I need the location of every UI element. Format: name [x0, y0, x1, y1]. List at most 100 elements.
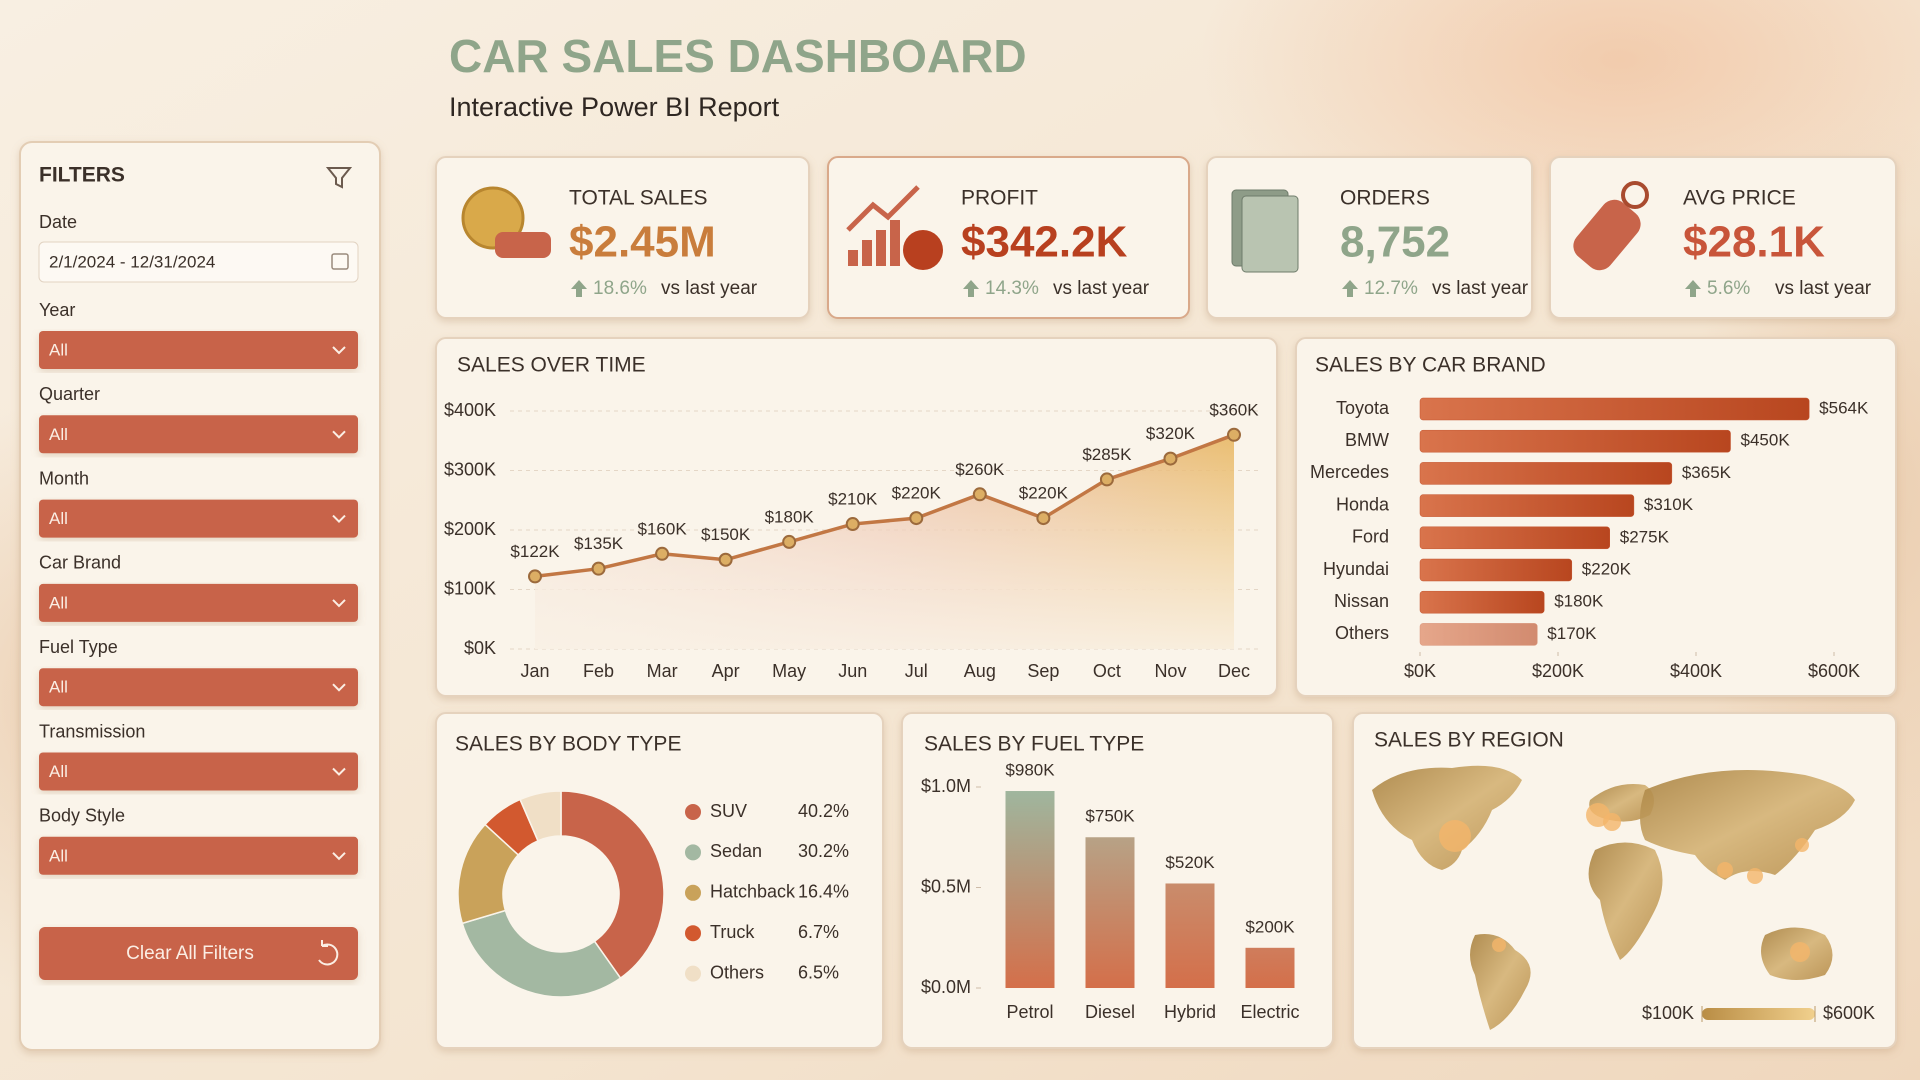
x-tick-label: Feb: [583, 661, 614, 681]
chart-area: SALES OVER TIME $0K $100K $200K $300K $400K Ja…: [435, 337, 1897, 1049]
x-tick-label: Diesel: [1085, 1002, 1135, 1022]
kpi-title: TOTAL SALES: [569, 187, 708, 210]
legend-swatch: [685, 925, 701, 942]
kpi-icon: [890, 220, 900, 266]
point: [528, 569, 542, 584]
category-label: Honda: [1336, 494, 1390, 514]
data-label: $180K: [1554, 592, 1604, 611]
kpi-value: $342.2K: [961, 218, 1128, 267]
data-label: $520K: [1165, 853, 1215, 872]
x-tick-label: Jan: [520, 661, 549, 681]
x-tick-label: Mar: [647, 661, 678, 681]
category-label: Toyota: [1336, 398, 1390, 418]
kpi-icon: [862, 240, 872, 266]
point: [782, 534, 797, 549]
dropdown[interactable]: [39, 836, 358, 875]
x-tick-label: $400K: [1670, 661, 1722, 681]
dropdown-value: All: [49, 846, 68, 865]
kpi-value: $2.45M: [569, 218, 716, 267]
filter-label: Date: [39, 212, 77, 232]
point: [972, 487, 987, 502]
kpi-icon: [1241, 195, 1299, 273]
data-label: 40.2%: [798, 801, 849, 821]
chevron: [332, 346, 346, 355]
x-tick-label: Sep: [1027, 661, 1059, 681]
hotspot: [1747, 868, 1763, 884]
hotspot: [1603, 813, 1621, 831]
point: [1227, 427, 1241, 442]
legend-label: Truck: [710, 922, 755, 942]
chevron: [332, 683, 346, 692]
clear-filters-button[interactable]: [39, 927, 358, 980]
bar: [1419, 462, 1673, 485]
legend-label: Sedan: [710, 841, 762, 861]
dropdown[interactable]: [39, 668, 358, 707]
category-label: BMW: [1345, 430, 1389, 450]
chart-title: SALES BY BODY TYPE: [455, 733, 681, 756]
data-label: $200K: [1245, 917, 1295, 936]
kpi-card: [827, 156, 1190, 319]
dropdown[interactable]: [39, 415, 358, 454]
dropdown-value: All: [49, 678, 68, 697]
kpi-note: vs last year: [1053, 278, 1150, 299]
kpi-value: $28.1K: [1683, 218, 1825, 267]
data-label: 6.5%: [798, 962, 839, 982]
kpi-icon: [846, 185, 920, 232]
kpi-icon: [876, 230, 886, 266]
dropdown-value: All: [49, 762, 68, 781]
x-tick-label: Nov: [1154, 661, 1186, 681]
world-map: [1372, 765, 1855, 1030]
kpi-note: vs last year: [1432, 278, 1529, 299]
legend-swatch: [685, 884, 701, 901]
x-tick-label: $0K: [1404, 661, 1436, 681]
data-label: $564K: [1819, 398, 1869, 417]
point: [1036, 511, 1051, 526]
filter-panel: FILTERS Date 2/1/2024 - 12/31/2024 Year A…: [19, 141, 381, 1051]
kpi-icon: [903, 230, 943, 270]
kpi-icon: [1573, 199, 1641, 271]
date-input[interactable]: [38, 241, 359, 283]
hotspot: [1439, 820, 1471, 852]
kpi-change: 5.6%: [1707, 278, 1750, 299]
point: [718, 552, 733, 567]
page-subtitle: Interactive Power BI Report: [449, 92, 780, 122]
donut-slice: [560, 790, 665, 980]
data-label: $750K: [1085, 807, 1135, 826]
colorbar-label: $600K: [1823, 1003, 1875, 1023]
bar: [1005, 791, 1055, 988]
bar: [1165, 883, 1215, 988]
donut-slice: [519, 790, 562, 842]
point: [1099, 472, 1114, 487]
data-label: $320K: [1146, 424, 1196, 443]
up-arrow: [963, 280, 979, 297]
legend-swatch: [685, 965, 701, 982]
kpi-row: TOTAL SALES $2.45M 18.6% vs last year PROFIT…: [435, 156, 1897, 319]
chevron: [332, 430, 346, 439]
continent: [1640, 770, 1855, 880]
x-tick-label: Hybrid: [1164, 1002, 1216, 1022]
chevron: [332, 599, 346, 608]
button-label: Clear All Filters: [126, 943, 254, 964]
bar: [1419, 397, 1810, 421]
x-tick-label: Electric: [1240, 1002, 1299, 1022]
filter-title: FILTERS: [39, 164, 125, 187]
x-tick-label: May: [772, 661, 806, 681]
data-label: $980K: [1005, 761, 1055, 780]
hotspot: [1795, 838, 1809, 852]
filter-label: Quarter: [39, 384, 100, 404]
dropdown[interactable]: [39, 752, 358, 791]
data-label: $135K: [574, 534, 624, 553]
chevron: [332, 767, 346, 776]
x-tick-label: Oct: [1093, 661, 1121, 681]
y-tick-label: $400K: [444, 400, 496, 420]
dropdown[interactable]: [39, 331, 358, 369]
dropdown-value: All: [49, 425, 68, 444]
category-label: Nissan: [1334, 591, 1389, 611]
dropdown[interactable]: [39, 499, 358, 538]
dropdown[interactable]: [39, 583, 358, 622]
filter-label: Body Style: [39, 806, 125, 826]
kpi-title: ORDERS: [1340, 187, 1430, 210]
data-label: $260K: [955, 460, 1005, 479]
kpi-card: [1549, 156, 1897, 319]
